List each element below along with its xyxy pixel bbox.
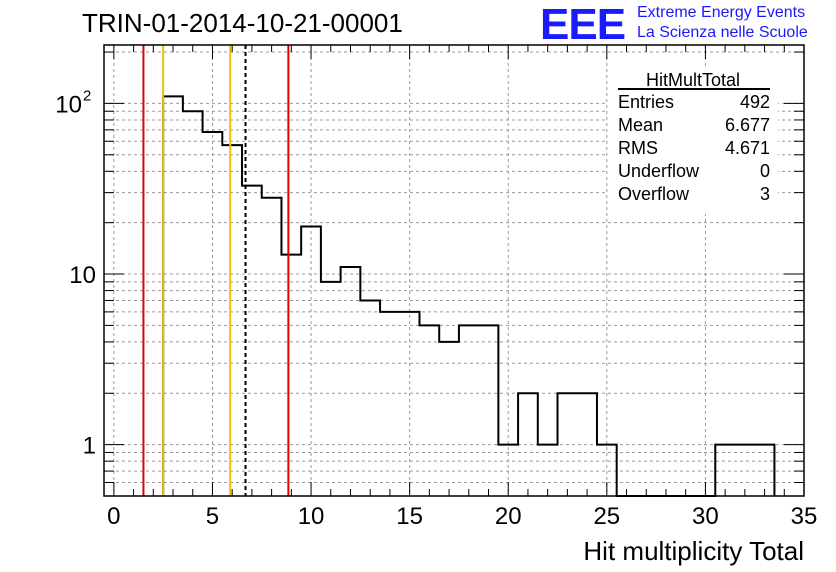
- histogram-bin: [380, 312, 400, 496]
- stat-label: RMS: [618, 138, 658, 158]
- y-tick-label: 10: [55, 91, 82, 118]
- stat-label: Underflow: [618, 161, 700, 181]
- stats-title: HitMultTotal: [645, 70, 741, 90]
- logo-line-2: La Scienza nelle Scuole: [637, 24, 808, 41]
- histogram-bin: [577, 393, 597, 496]
- x-tick-label: 5: [206, 503, 219, 530]
- histogram-bin: [262, 198, 282, 496]
- stat-value: 6.677: [724, 115, 770, 135]
- x-tick-label: 0: [107, 503, 120, 530]
- histogram-bin: [459, 325, 479, 496]
- stat-value: 0: [759, 161, 770, 181]
- x-tick-label: 25: [593, 503, 620, 530]
- histogram-bin: [301, 226, 321, 496]
- x-tick-label: 30: [692, 503, 719, 530]
- stat-value: 4.671: [724, 138, 770, 158]
- stat-value: 492: [739, 92, 770, 112]
- y-tick-label: 1: [83, 433, 96, 460]
- x-tick-label: 20: [495, 503, 522, 530]
- histogram-bin: [281, 255, 301, 496]
- stats-box: HitMultTotal Entries 492 Mean 6.677 RMS …: [608, 68, 778, 214]
- histogram-bin: [222, 145, 242, 496]
- histogram-bin: [341, 267, 361, 496]
- histogram-bin: [400, 312, 420, 496]
- x-tick-label: 10: [298, 503, 325, 530]
- histogram-bin: [183, 111, 203, 496]
- eee-logo: EEE: [540, 0, 626, 49]
- histogram-bin: [163, 96, 183, 496]
- histogram-bin: [558, 393, 578, 496]
- histogram-bin: [538, 445, 558, 496]
- x-tick-label: 35: [791, 503, 818, 530]
- histogram-bin: [518, 393, 538, 496]
- histogram-bin: [203, 132, 223, 496]
- y-tick-label-exponent: 2: [83, 87, 91, 104]
- x-axis-label: Hit multiplicity Total: [583, 536, 804, 566]
- histogram-bin: [360, 300, 380, 496]
- stat-label: Overflow: [618, 184, 690, 204]
- histogram-bin: [735, 445, 755, 496]
- chart-title: TRIN-01-2014-10-21-00001: [82, 8, 403, 38]
- y-tick-label: 10: [69, 262, 96, 289]
- histogram-bin: [715, 445, 735, 496]
- stat-label: Mean: [618, 115, 664, 135]
- histogram-bin: [479, 325, 499, 496]
- logo-line-1: Extreme Energy Events: [637, 4, 806, 21]
- histogram-bin: [439, 342, 459, 496]
- stats-divider: [618, 88, 770, 90]
- stat-value: 3: [759, 184, 770, 204]
- histogram-bin: [755, 445, 775, 496]
- x-tick-label: 15: [396, 503, 423, 530]
- histogram-bin: [321, 282, 341, 496]
- plot-frame: [103, 44, 805, 497]
- histogram-bin: [419, 325, 439, 496]
- stat-label: Entries: [618, 92, 675, 112]
